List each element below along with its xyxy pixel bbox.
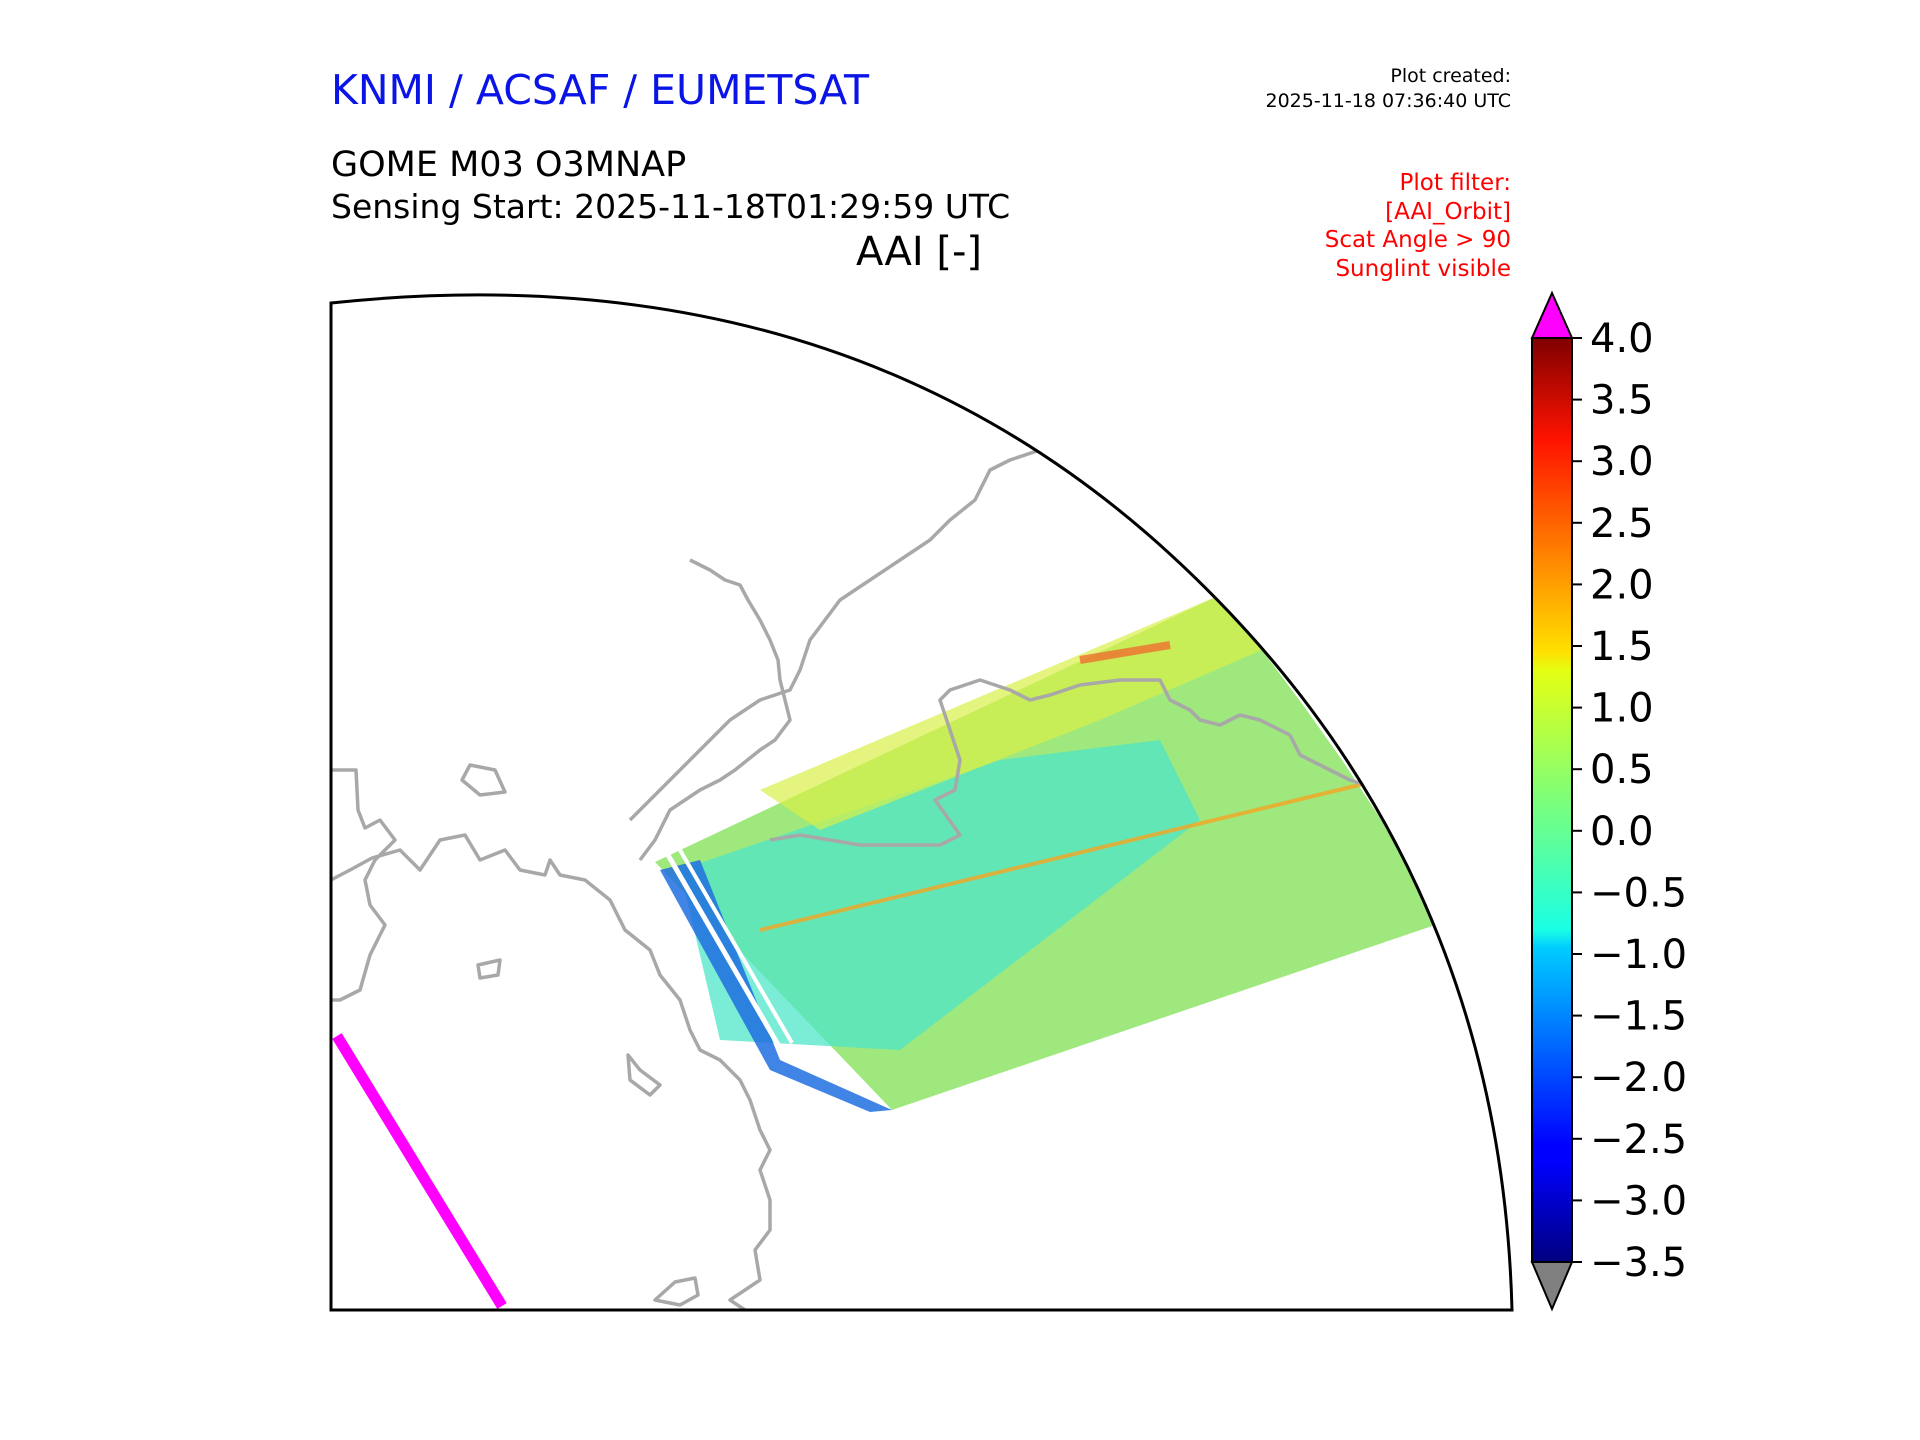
colorbar-tick-label: 4.0 [1590,316,1654,362]
colorbar-body [1531,337,1573,1263]
coastline-island-2 [626,1053,662,1097]
colorbar-tick-label: 0.0 [1590,809,1654,855]
colorbar-tick-label: 1.0 [1590,686,1654,732]
colorbar-under-triangle [1530,1261,1574,1312]
colorbar-tick-label: 3.5 [1590,378,1654,424]
product-title: GOME M03 O3MNAP [331,145,687,185]
plot-created-time: 2025-11-18 07:36:40 UTC [1265,90,1512,112]
map-border [329,293,1514,1312]
colorbar: 4.0 3.5 3.0 2.5 2.0 1.5 1.0 0.5 0.0 −0.5 −1.0 −1.5 −… [1530,290,1687,1312]
coastline-korea-china [331,833,772,1310]
plot-filter-line-2: [AAI_Orbit] [1385,198,1511,225]
colorbar-tick-label: 1.5 [1590,624,1654,670]
plot-filter-line-3: Scat Angle > 90 [1324,227,1511,253]
colorbar-tick-label: 0.5 [1590,747,1654,793]
plot-filter-line-4: Sunglint visible [1335,255,1511,282]
colorbar-over-triangle [1530,290,1574,339]
colorbar-tick-label: −2.5 [1590,1117,1687,1163]
colorbar-tick-label: −1.5 [1590,994,1687,1040]
coastline-mainland [331,768,397,1002]
coastline-island-3 [476,958,502,980]
plot-filter-line-1: Plot filter: [1399,170,1511,196]
quantity-label: AAI [-] [856,229,982,275]
aai-swath-gap-1 [665,853,783,1050]
aai-swath-orange-streak [759,778,1381,932]
plot-created-info: Plot created: 2025-11-18 07:36:40 UTC [1266,64,1512,114]
aai-swath-red-streak [1079,641,1171,664]
aai-swath-cyan-band [680,740,1200,1050]
plot-filter: Plot filter: [AAI_Orbit] Scat Angle > 90… [1325,169,1511,283]
colorbar-tick-label: −3.0 [1590,1178,1687,1224]
organisations-title: KNMI / ACSAF / EUMETSAT [331,66,870,114]
colorbar-tick-label: 3.0 [1590,439,1654,485]
colorbar-tick-label: 2.0 [1590,562,1654,608]
plot-created-label: Plot created: [1390,65,1511,87]
colorbar-tick-label: −0.5 [1590,870,1687,916]
coastline-island-4 [653,1276,700,1307]
map-area [331,358,1435,1310]
aai-swath-blue-edge [660,860,892,1112]
aai-swath-gap-2 [678,848,794,1045]
colorbar-tick-label: −2.0 [1590,1055,1687,1101]
colorbar-tick-label: −3.5 [1590,1240,1687,1286]
coastline-island-1 [460,763,507,797]
sensing-start: Sensing Start: 2025-11-18T01:29:59 UTC [331,187,1011,226]
colorbar-ticks: 4.0 3.5 3.0 2.5 2.0 1.5 1.0 0.5 0.0 −0.5 −1.0 −1.5 −… [1572,316,1687,1286]
coastline-sakhalin [638,558,792,862]
coastline-kamchatka [769,678,1291,847]
overflow-swath [332,1033,507,1309]
colorbar-tick-label: 2.5 [1590,501,1654,547]
colorbar-tick-label: −1.0 [1590,932,1687,978]
